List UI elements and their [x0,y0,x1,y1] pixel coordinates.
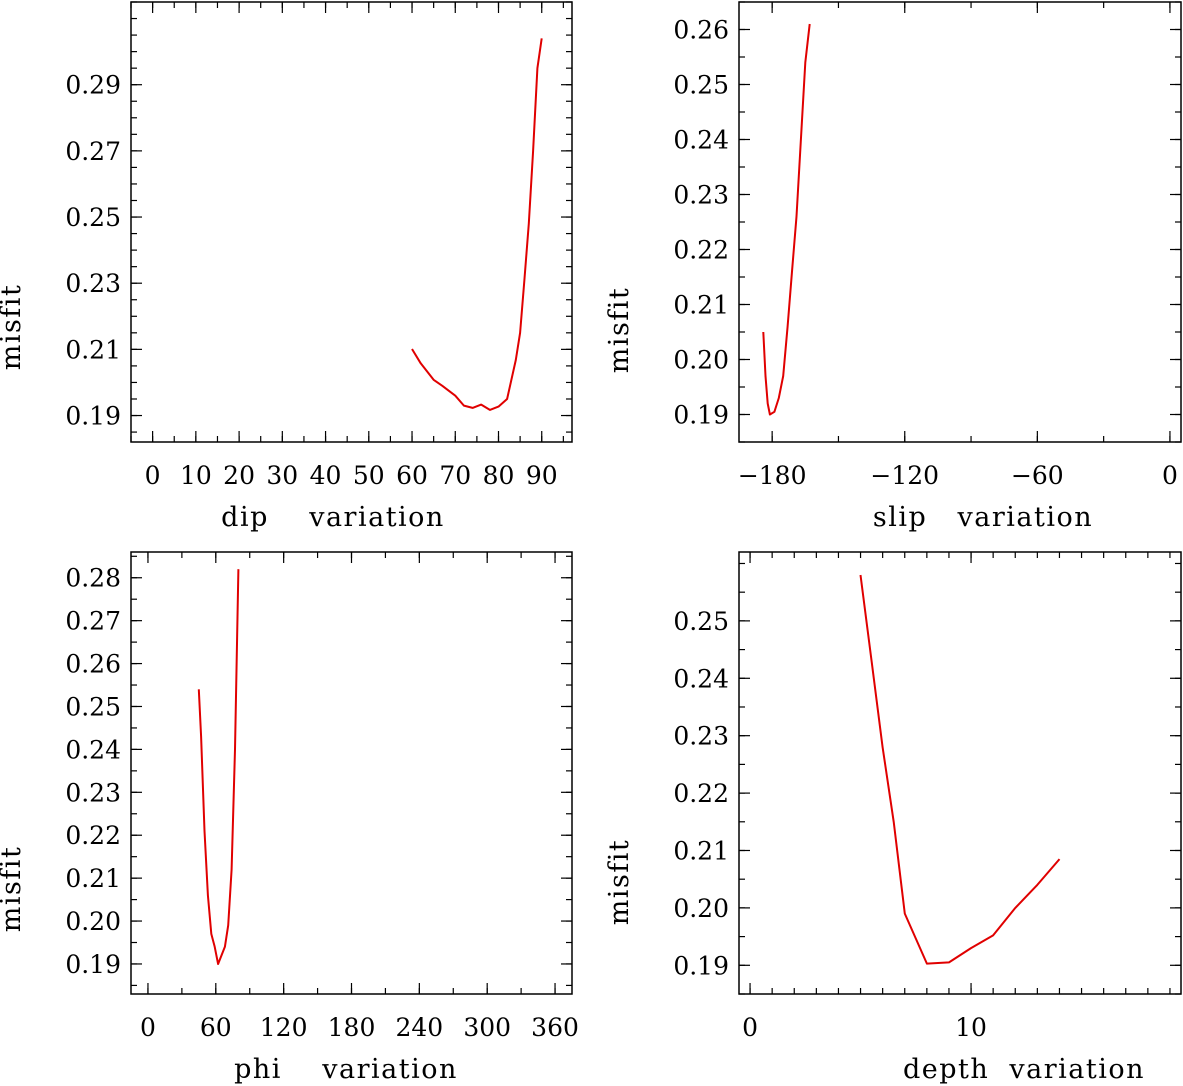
y-tick-label: 0.24 [673,126,729,155]
x-axis-label: depth variation [903,1054,1145,1085]
x-tick-label: 180 [328,1013,376,1042]
misfit-series-line [762,23,811,416]
y-axis-label: misfit [0,846,27,933]
y-tick-label: 0.25 [65,203,121,232]
x-tick-label: 360 [531,1013,579,1042]
y-tick-label: 0.24 [65,735,121,764]
y-axis-label: misfit [604,287,635,374]
y-tick-label: 0.27 [65,137,121,166]
y-axis-label: misfit [604,839,635,926]
plot-frame [738,551,1182,995]
y-axis-label: misfit [0,284,27,371]
y-tick-label: 0.19 [673,951,729,980]
y-tick-label: 0.24 [673,664,729,693]
y-tick-label: 0.22 [673,779,729,808]
y-tick-label: 0.20 [65,907,121,936]
y-tick-label: 0.26 [673,16,729,45]
x-tick-label: 70 [439,461,471,490]
x-tick-label: 60 [200,1013,232,1042]
panel-dip-variation: 0 10 20 30 40 50 60 70 80 90 0.19 0.21 0.23 0.25 0.27 0… [0,1,573,533]
x-tick-label: 90 [526,461,558,490]
x-tick-label: 300 [463,1013,511,1042]
x-tick-label: 10 [180,461,212,490]
x-tick-label: −60 [1011,461,1064,490]
x-axis-label: phi variation [234,1054,458,1085]
panel-slip-variation: −180 −120 −60 0 0.19 0.20 0.21 0.22 0.23 0.24 0.25… [604,1,1182,533]
x-tick-label: 10 [955,1013,987,1042]
y-tick-label: 0.29 [65,71,121,100]
x-tick-label: 240 [395,1013,443,1042]
x-axis-label: dip variation [221,502,445,533]
panel-phi-variation: 0 60 120 180 240 300 360 0.19 0.20 0.21 0.22 0.23 0.… [0,551,579,1085]
x-tick-label: 0 [140,1013,156,1042]
y-tick-label: 0.27 [65,607,121,636]
x-axis-label: slip variation [873,502,1093,533]
y-tick-label: 0.25 [673,607,729,636]
misfit-series-line [411,38,543,411]
y-tick-label: 0.25 [65,692,121,721]
panel-depth-variation: 0 10 0.19 0.20 0.21 0.22 0.23 0.24 0.25 depth var… [604,551,1182,1085]
x-tick-label: 40 [310,461,342,490]
x-tick-label: −180 [738,461,807,490]
x-tick-label: 0 [1162,461,1178,490]
y-tick-label: 0.19 [65,402,121,431]
y-tick-label: 0.25 [673,71,729,100]
y-tick-label: 0.20 [673,894,729,923]
y-tick-label: 0.19 [65,950,121,979]
x-tick-label: 80 [483,461,515,490]
misfit-series-line [859,574,1061,965]
plot-frame [130,1,573,443]
y-tick-label: 0.23 [65,269,121,298]
y-tick-label: 0.22 [65,821,121,850]
y-tick-label: 0.28 [65,564,121,593]
plot-frame [130,551,573,995]
y-tick-label: 0.19 [673,401,729,430]
y-tick-label: 0.21 [65,335,121,364]
x-tick-label: 50 [353,461,385,490]
misfit-series-line [197,569,240,965]
y-tick-label: 0.23 [673,181,729,210]
x-tick-label: 20 [223,461,255,490]
x-tick-label: 0 [145,461,161,490]
x-tick-label: −120 [870,461,939,490]
y-tick-label: 0.23 [673,722,729,751]
y-tick-label: 0.21 [673,836,729,865]
y-tick-label: 0.26 [65,650,121,679]
x-tick-label: 0 [742,1013,758,1042]
y-tick-label: 0.21 [65,864,121,893]
y-tick-label: 0.22 [673,236,729,265]
y-tick-label: 0.20 [673,346,729,375]
x-tick-label: 60 [396,461,428,490]
x-tick-label: 120 [260,1013,308,1042]
y-tick-label: 0.23 [65,778,121,807]
x-tick-label: 30 [266,461,298,490]
y-tick-label: 0.21 [673,291,729,320]
